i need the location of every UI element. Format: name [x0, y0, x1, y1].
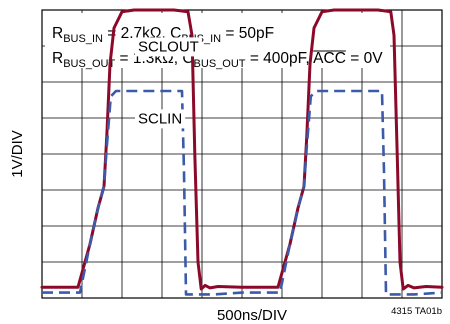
conditions-box: [45, 13, 390, 68]
x-axis-label: 500ns/DIV: [217, 307, 287, 324]
plot-frame: [41, 9, 443, 299]
figure-tag: 4315 TA01b: [391, 306, 442, 317]
trace-label-backing: [135, 109, 186, 129]
trace-label-backing: [135, 37, 202, 57]
series-line-sclout: [40, 8, 444, 291]
trace-labels: SCLOUT SCLIN: [135, 37, 202, 129]
y-axis-label: 1V/DIV: [9, 130, 26, 178]
trace-label-sclin: SCLIN: [138, 110, 182, 127]
series-line-sclin: [42, 89, 443, 296]
trace-label-sclout: SCLOUT: [138, 38, 199, 55]
